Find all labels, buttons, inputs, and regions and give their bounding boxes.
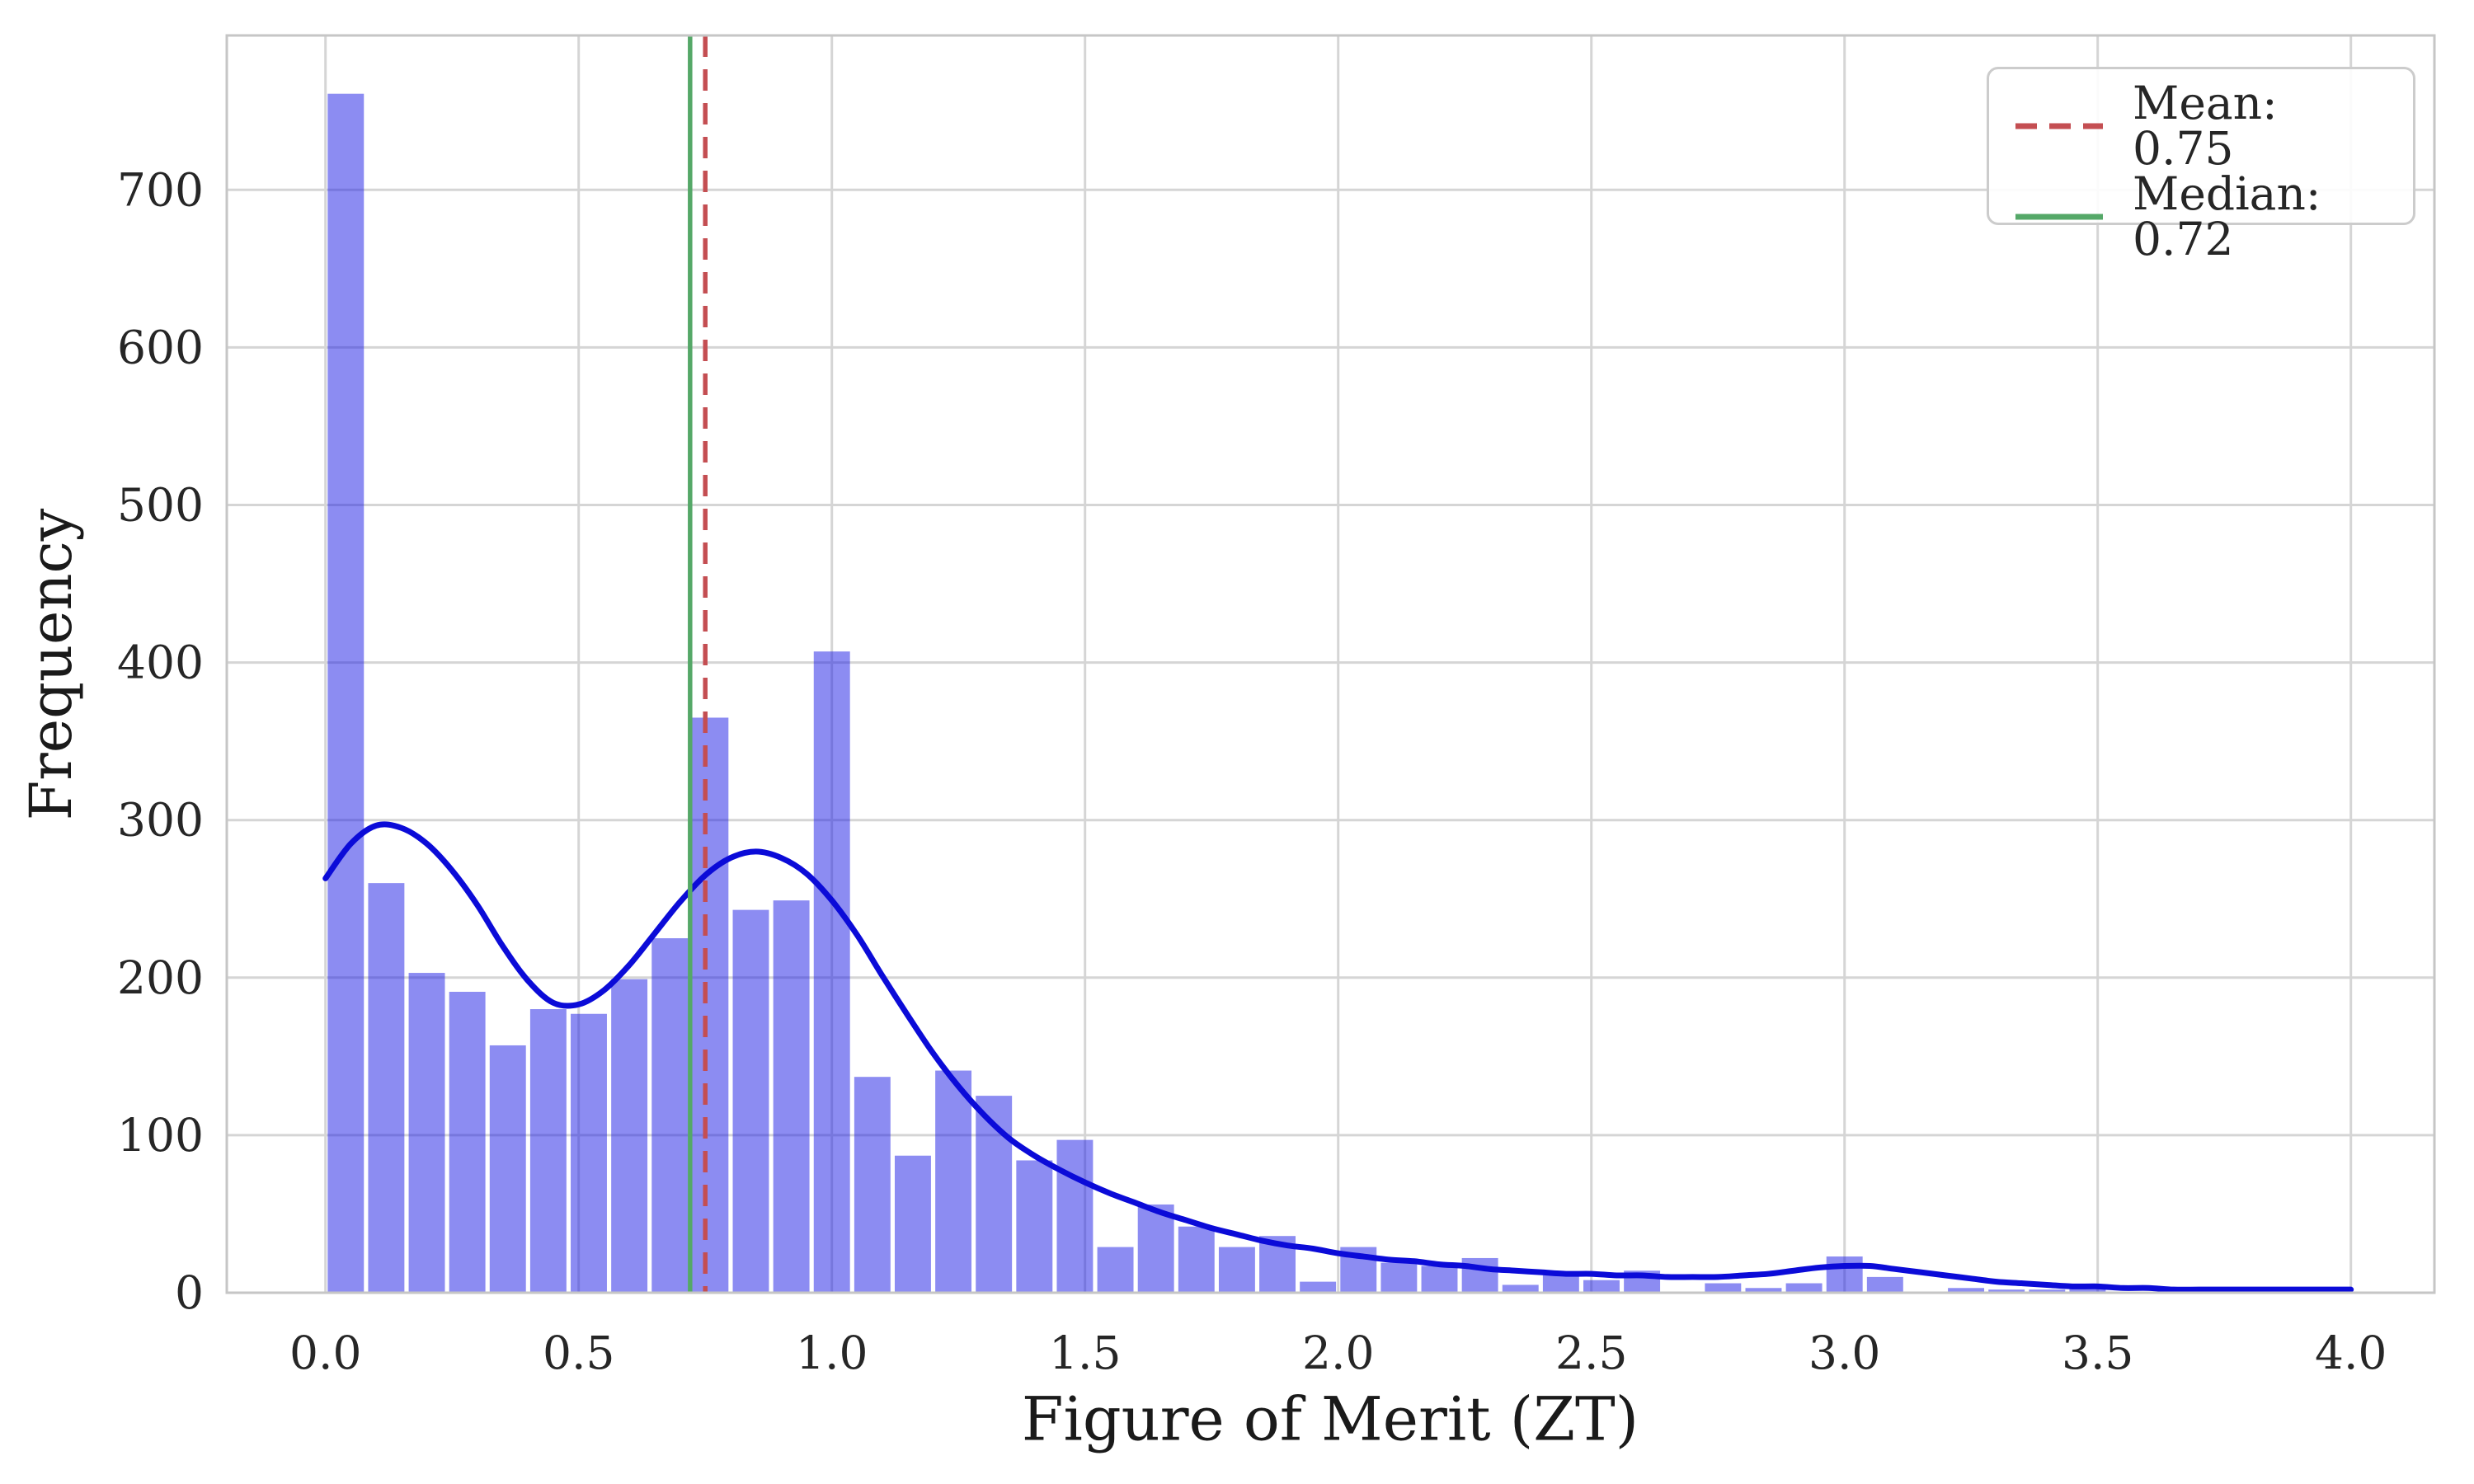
histogram-bar xyxy=(1542,1274,1579,1293)
histogram-bar xyxy=(1826,1256,1863,1293)
x-tick-label: 1.5 xyxy=(1049,1327,1121,1379)
legend: Mean: 0.75 Median: 0.72 xyxy=(1987,67,2415,262)
histogram-bar xyxy=(1461,1257,1498,1293)
histogram-bar xyxy=(1988,1289,2025,1293)
histogram-bar xyxy=(1380,1262,1418,1293)
histogram-bar xyxy=(327,93,365,1294)
histogram-bar xyxy=(773,900,810,1293)
histogram-bar xyxy=(529,1009,567,1293)
y-tick-label: 100 xyxy=(117,1109,204,1162)
y-tick-label: 700 xyxy=(117,163,204,216)
histogram-bar xyxy=(611,979,648,1293)
histogram-bar xyxy=(1178,1226,1215,1293)
histogram-bar xyxy=(1137,1204,1174,1293)
histogram-bar xyxy=(1218,1247,1255,1293)
x-tick-label: 3.0 xyxy=(1808,1327,1880,1379)
x-tick-label: 2.0 xyxy=(1302,1327,1374,1379)
x-axis-label: Figure of Merit (ZT) xyxy=(1021,1384,1639,1455)
histogram-bar xyxy=(1866,1276,1903,1293)
plot-border xyxy=(225,34,2436,1294)
median-line-swatch xyxy=(2015,214,2103,220)
histogram-bar xyxy=(935,1070,972,1293)
y-tick-label: 0 xyxy=(175,1266,204,1319)
histogram-bar xyxy=(692,717,729,1293)
histogram-bar xyxy=(732,909,769,1293)
histogram-bar xyxy=(571,1013,607,1293)
histogram-bar xyxy=(1421,1266,1458,1293)
histogram-bar xyxy=(2029,1289,2066,1293)
x-tick-label: 2.5 xyxy=(1555,1327,1627,1379)
histogram-bar xyxy=(1745,1288,1782,1293)
x-tick-label: 4.0 xyxy=(2315,1327,2387,1379)
histogram-bar xyxy=(894,1155,931,1293)
histogram-bar xyxy=(1705,1283,1742,1293)
x-tick-label: 0.5 xyxy=(543,1327,614,1379)
histogram-bar xyxy=(1948,1288,1985,1293)
legend-label-median: Median: 0.72 xyxy=(2133,167,2321,265)
histogram-bar xyxy=(1583,1280,1620,1293)
legend-item-median: Median: 0.72 xyxy=(2014,171,2388,262)
x-tick-label: 1.0 xyxy=(796,1327,868,1379)
y-tick-label: 400 xyxy=(117,636,204,689)
x-tick-label: 0.0 xyxy=(289,1327,361,1379)
histogram-bar xyxy=(1785,1283,1823,1293)
histogram-bar xyxy=(1016,1160,1053,1293)
y-axis-label: Frequency xyxy=(17,508,85,821)
histogram-bar xyxy=(1097,1247,1134,1293)
histogram-bar xyxy=(813,651,850,1293)
histogram-bar xyxy=(408,973,445,1293)
histogram-bar xyxy=(854,1077,891,1293)
kde-curve xyxy=(322,821,2354,1293)
histogram-bar xyxy=(1502,1284,1539,1293)
histogram-bar xyxy=(489,1045,526,1293)
x-tick-label: 3.5 xyxy=(2062,1327,2133,1379)
legend-label-mean: Mean: 0.75 xyxy=(2133,77,2278,175)
histogram-bar xyxy=(449,991,486,1293)
legend-item-mean: Mean: 0.75 xyxy=(2014,81,2388,171)
histogram-bar xyxy=(1300,1281,1337,1293)
histogram-bar xyxy=(2069,1288,2106,1293)
histogram-bar xyxy=(368,883,405,1293)
y-tick-label: 500 xyxy=(117,478,204,531)
mean-line-swatch xyxy=(2015,123,2103,129)
y-tick-label: 300 xyxy=(117,794,204,847)
y-tick-label: 200 xyxy=(117,951,204,1004)
histogram-bar xyxy=(651,938,689,1293)
histogram-bar xyxy=(1056,1139,1094,1293)
y-tick-label: 600 xyxy=(117,321,204,373)
